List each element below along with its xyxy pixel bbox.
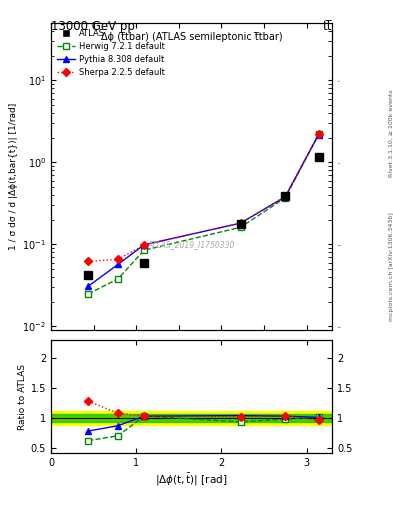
Y-axis label: Ratio to ATLAS: Ratio to ATLAS — [18, 364, 27, 430]
Text: ATLAS_2019_I1750330: ATLAS_2019_I1750330 — [148, 240, 235, 249]
X-axis label: $|\Delta\phi(\mathrm{t},\bar{\mathrm{t}})|$ [rad]: $|\Delta\phi(\mathrm{t},\bar{\mathrm{t}}… — [156, 472, 228, 488]
Text: Δϕ (t̅tbar) (ATLAS semileptonic t̅tbar): Δϕ (t̅tbar) (ATLAS semileptonic t̅tbar) — [101, 32, 283, 42]
Text: mcplots.cern.ch [arXiv:1306.3436]: mcplots.cern.ch [arXiv:1306.3436] — [389, 212, 393, 321]
Text: Rivet 3.1.10, ≥ 100k events: Rivet 3.1.10, ≥ 100k events — [389, 89, 393, 177]
Y-axis label: 1 / σ dσ / d |Δϕ(t,bar{t})| [1/rad]: 1 / σ dσ / d |Δϕ(t,bar{t})| [1/rad] — [9, 103, 18, 250]
Text: 13000 GeV pp: 13000 GeV pp — [51, 20, 135, 33]
Text: tt̅: tt̅ — [323, 20, 332, 33]
Legend: ATLAS, Herwig 7.2.1 default, Pythia 8.308 default, Sherpa 2.2.5 default: ATLAS, Herwig 7.2.1 default, Pythia 8.30… — [53, 26, 169, 81]
